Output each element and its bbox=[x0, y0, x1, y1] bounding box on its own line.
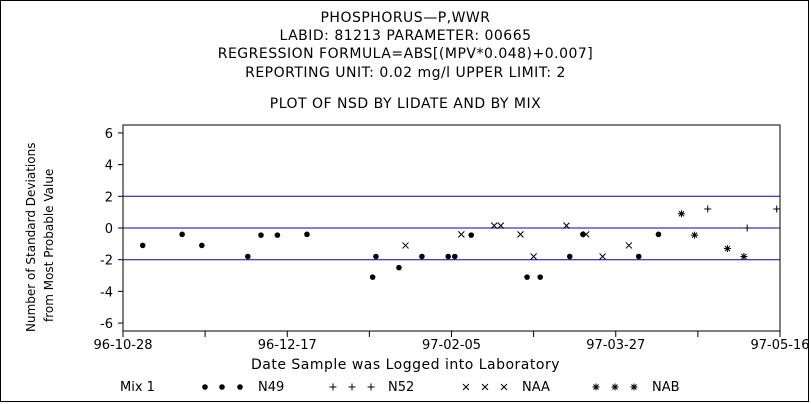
x-axis-label: Date Sample was Logged into Laboratory bbox=[250, 357, 560, 373]
y-tick-label: -6 bbox=[100, 317, 113, 332]
x-tick-label: 96-10-28 bbox=[93, 338, 152, 353]
y-tick-label: 6 bbox=[105, 127, 113, 142]
legend-label-n52: N52 bbox=[388, 380, 415, 395]
legend-symbol-n49 bbox=[202, 384, 208, 390]
y-tick-label: 2 bbox=[105, 190, 113, 205]
point-naa bbox=[599, 253, 606, 260]
y-tick-label: 0 bbox=[105, 222, 113, 237]
legend-symbol-n52 bbox=[348, 383, 356, 391]
point-naa bbox=[625, 242, 633, 249]
chart-reporting-unit: REPORTING UNIT: 0.02 mg/l UPPER LIMIT: 2 bbox=[245, 65, 566, 81]
chart-labid: LABID: 81213 PARAMETER: 00665 bbox=[279, 28, 532, 44]
legend-label-naa: NAA bbox=[522, 380, 550, 395]
y-tick-label: -2 bbox=[100, 254, 113, 269]
y-tick-label: 4 bbox=[105, 159, 113, 174]
point-n49 bbox=[468, 232, 475, 238]
y-axis-label-line1: Number of Standard Deviations bbox=[24, 142, 38, 332]
point-n49 bbox=[451, 253, 458, 260]
point-n49 bbox=[396, 264, 402, 271]
point-n49 bbox=[258, 232, 264, 238]
legend-label-nab: NAB bbox=[652, 380, 680, 395]
legend-symbol-n52 bbox=[367, 383, 375, 391]
point-nab bbox=[677, 210, 685, 218]
point-n49 bbox=[635, 253, 642, 260]
point-n49 bbox=[524, 274, 530, 280]
point-n49 bbox=[655, 231, 662, 238]
chart-subtitle: PLOT OF NSD BY LIDATE AND BY MIX bbox=[269, 96, 542, 112]
point-nab bbox=[691, 231, 699, 239]
point-n49 bbox=[373, 253, 379, 260]
point-naa bbox=[458, 230, 465, 238]
legend-symbol-nab bbox=[592, 383, 600, 391]
legend-symbol-naa bbox=[481, 383, 489, 391]
legend-symbol-n49 bbox=[219, 384, 225, 390]
x-tick-label: 96-12-17 bbox=[258, 338, 317, 353]
point-n49 bbox=[537, 274, 543, 280]
legend-symbol-n49 bbox=[237, 384, 243, 390]
x-tick-label: 97-02-05 bbox=[422, 338, 481, 353]
point-naa bbox=[490, 222, 498, 229]
point-n52 bbox=[743, 224, 751, 232]
point-n49 bbox=[199, 242, 205, 249]
x-tick-label: 97-05-16 bbox=[750, 338, 809, 353]
y-tick-label: -4 bbox=[100, 285, 113, 300]
point-n49 bbox=[304, 231, 310, 238]
point-n52 bbox=[773, 205, 781, 213]
point-n49 bbox=[179, 231, 185, 238]
point-nab bbox=[723, 245, 731, 253]
point-n49 bbox=[139, 242, 146, 249]
point-n49 bbox=[369, 274, 376, 280]
chart-formula: REGRESSION FORMULA=ABS[(MPV*0.048)+0.007… bbox=[217, 46, 594, 62]
point-naa bbox=[497, 222, 505, 229]
point-naa bbox=[582, 230, 590, 238]
chart-title: PHOSPHORUS—P,WWR bbox=[320, 10, 491, 26]
legend-symbol-n52 bbox=[329, 383, 337, 391]
legend-symbol-nab bbox=[630, 383, 638, 391]
point-n49 bbox=[274, 232, 281, 238]
point-naa bbox=[530, 253, 537, 260]
point-n52 bbox=[704, 205, 712, 213]
legend-symbol-naa bbox=[500, 383, 508, 391]
point-n49 bbox=[445, 253, 452, 260]
x-tick-label: 97-03-27 bbox=[586, 338, 645, 353]
point-n49 bbox=[566, 253, 573, 260]
legend-title: Mix 1 bbox=[120, 380, 155, 395]
legend-symbol-naa bbox=[462, 383, 470, 391]
point-naa bbox=[517, 230, 524, 238]
legend-symbol-nab bbox=[611, 383, 619, 391]
y-axis-label-line2: from Most Probable Value bbox=[42, 168, 56, 322]
point-nab bbox=[740, 253, 748, 261]
point-naa bbox=[563, 222, 570, 229]
legend-label-n49: N49 bbox=[258, 380, 285, 395]
point-n49 bbox=[419, 253, 425, 260]
point-n49 bbox=[245, 253, 251, 260]
point-naa bbox=[402, 242, 409, 249]
